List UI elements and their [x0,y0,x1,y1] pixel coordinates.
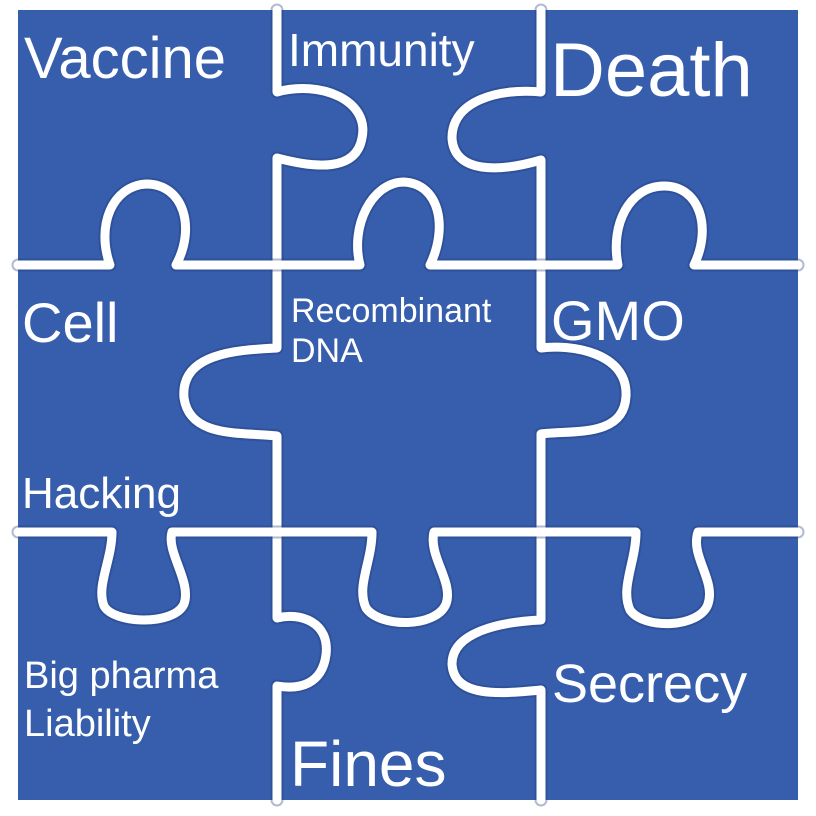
label-cell: Cell [22,291,118,354]
label-recombinant: Recombinant [291,292,492,330]
puzzle-labels: Vaccine Immunity Death Cell Recombinant … [22,24,753,800]
label-death: Death [550,28,753,113]
label-immunity: Immunity [288,24,475,76]
seam-vertical-1 [179,5,368,805]
seam-horizontal-1 [13,177,803,270]
puzzle-seams [11,3,805,807]
label-liability: Liability [24,703,151,745]
seam-vertical-2 [447,5,631,805]
seam-horizontal-2 [13,527,803,629]
label-big-pharma: Big pharma [24,655,219,697]
label-fines: Fines [290,728,447,800]
label-vaccine: Vaccine [24,26,226,91]
label-hacking: Hacking [22,469,181,518]
puzzle-board [18,10,798,800]
label-dna: DNA [291,332,363,370]
label-secrecy: Secrecy [552,654,747,714]
label-gmo: GMO [551,289,685,352]
